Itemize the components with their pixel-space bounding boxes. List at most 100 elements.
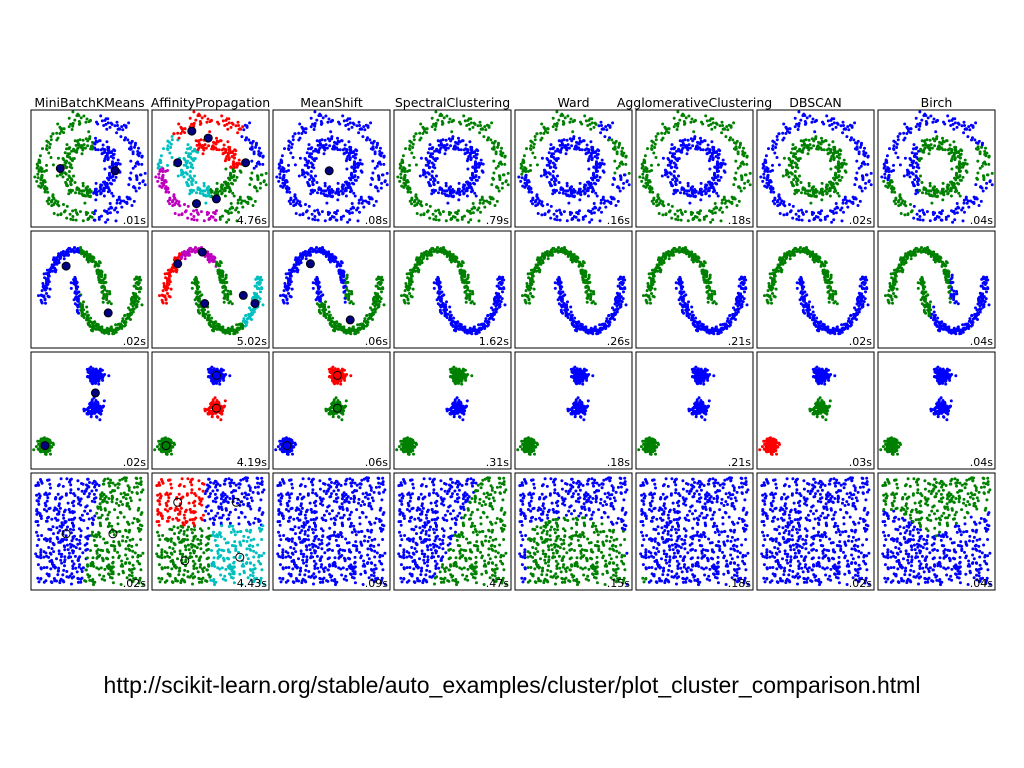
data-point [313,215,317,218]
data-point [660,131,664,135]
data-point [908,157,912,160]
data-point [708,157,712,161]
data-point [887,170,891,173]
data-point [601,197,605,201]
data-point [600,158,604,162]
data-point [208,217,212,221]
data-point [225,117,229,121]
data-point [478,131,482,135]
data-point [351,176,355,180]
data-point [540,136,544,140]
data-point [775,135,779,138]
data-point [476,124,480,128]
data-point [312,128,316,131]
data-point [888,147,891,151]
data-point [87,130,91,134]
data-point [114,328,118,332]
data-point [346,117,350,121]
data-point [971,125,975,129]
data-point [131,307,135,311]
data-point [75,211,79,215]
data-point [353,194,357,198]
data-point [311,183,315,187]
data-point [65,143,69,147]
data-point [35,162,39,166]
data-point [480,169,484,173]
data-point [918,123,922,126]
data-point [258,146,261,150]
data-point [308,178,312,182]
data-point [375,145,378,149]
cluster-center [173,158,183,168]
data-point [920,118,924,122]
data-point [524,174,528,178]
data-point [434,189,438,192]
data-point [129,141,133,145]
data-point [436,139,440,143]
data-point [434,209,438,213]
data-point [313,209,317,213]
data-point [204,146,208,150]
data-point [128,197,132,201]
data-point [955,211,959,215]
data-point [104,220,108,224]
data-point [726,128,730,132]
data-point [428,143,432,147]
data-point [141,179,145,183]
cluster-center [61,261,71,271]
data-point [69,163,73,167]
data-point [795,183,799,187]
data-point [419,136,423,140]
data-point [802,112,806,116]
data-point [730,202,734,205]
data-point [56,122,60,126]
data-point [912,216,916,220]
data-point [452,147,456,151]
data-point [316,150,320,154]
data-point [428,165,432,169]
data-point [259,181,263,185]
data-point [472,176,476,180]
data-point [909,203,912,206]
data-point [556,157,560,160]
data-point [535,132,539,136]
data-point [362,125,366,129]
data-point [444,148,448,152]
data-point [442,116,446,120]
data-point [106,190,110,194]
data-point [767,179,771,183]
data-point [832,190,836,194]
data-point [781,131,785,135]
data-point [669,182,673,186]
data-point [443,192,447,196]
data-point [499,160,503,164]
data-point [109,181,112,185]
data-point [558,208,561,212]
data-point [67,116,71,120]
data-point [190,177,194,181]
data-point [119,135,123,139]
data-point [327,117,331,121]
data-point [521,169,525,173]
data-point [79,305,83,309]
data-point [927,152,931,156]
data-point [75,281,79,284]
data-point [285,190,289,194]
data-point [587,167,591,171]
data-point [448,117,452,121]
data-point [478,201,482,205]
data-point [95,268,99,272]
data-point [675,166,679,170]
data-point [534,199,538,203]
data-point [198,191,202,195]
data-point [298,136,302,140]
data-point [134,299,137,303]
data-point [424,157,428,160]
data-point [404,179,408,183]
data-point [166,148,170,151]
data-point [737,199,741,203]
data-point [221,183,225,187]
data-point [316,191,319,195]
data-point [746,179,750,183]
data-point [298,156,302,160]
